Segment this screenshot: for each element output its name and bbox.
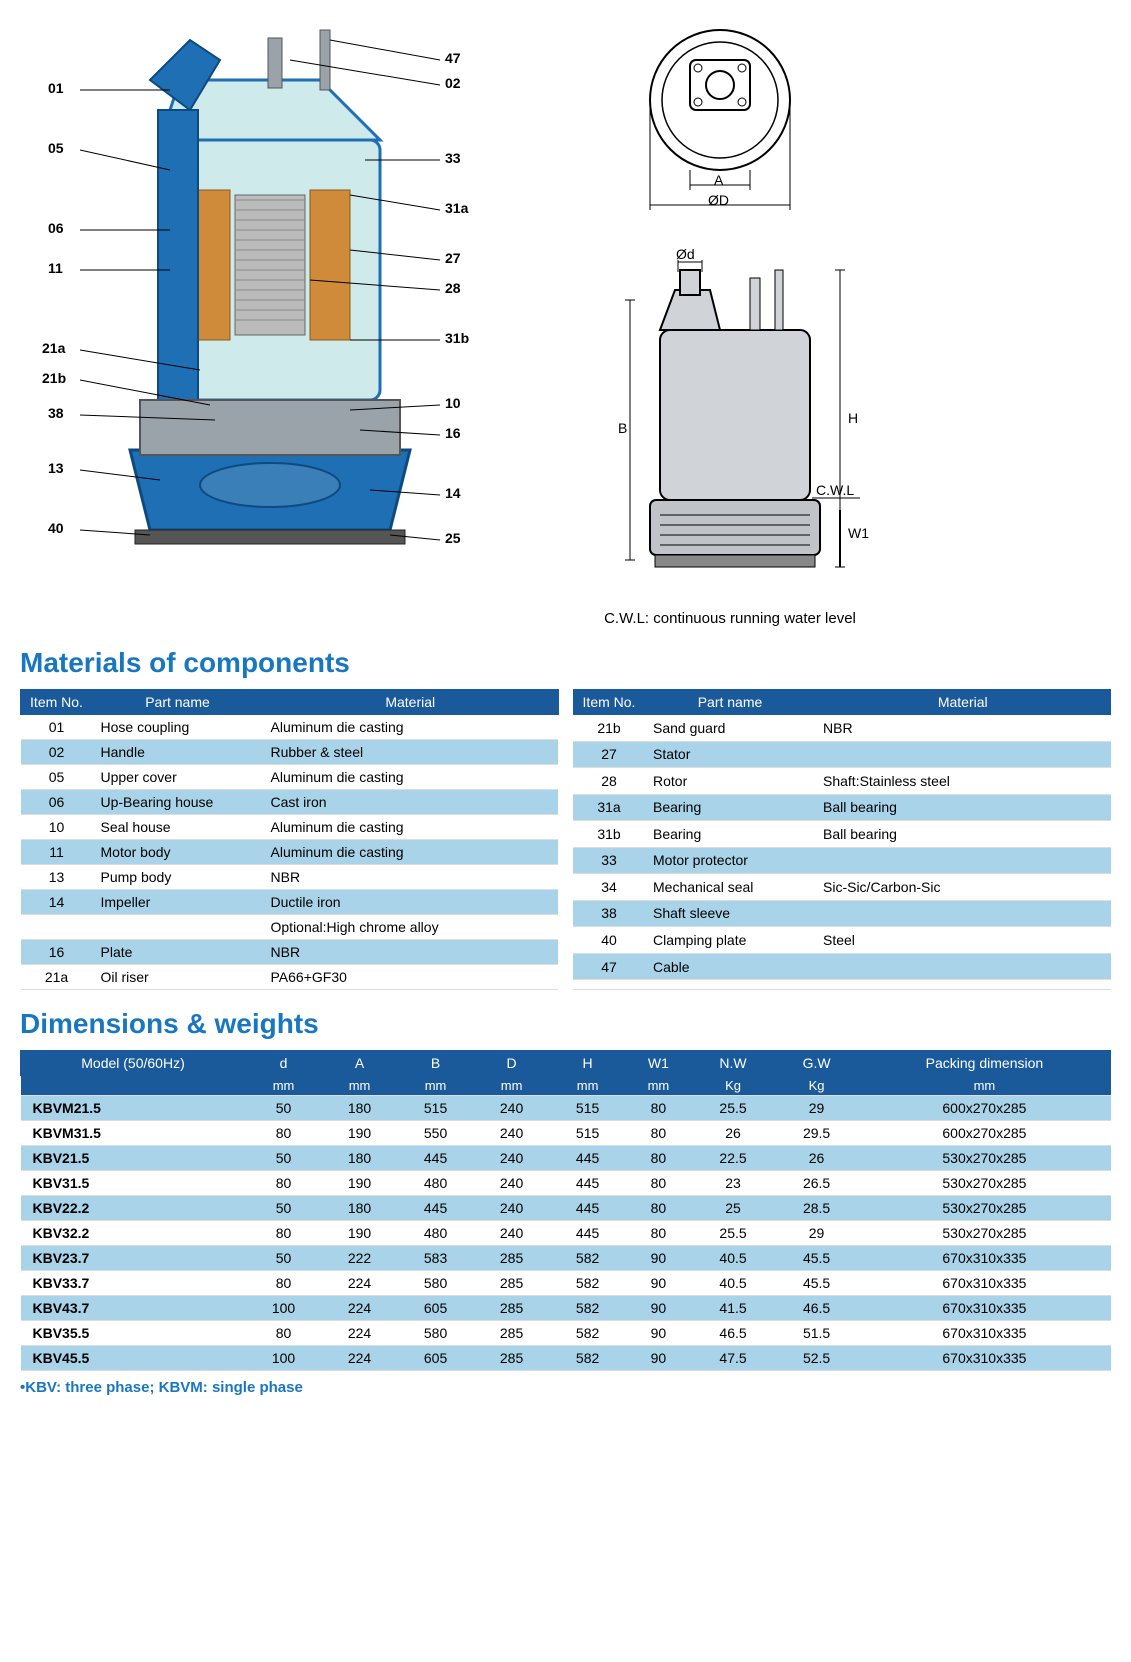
callout-13: 13 — [48, 460, 64, 476]
table-row: KBV22.250180445240445802528.5530x270x285 — [21, 1196, 1111, 1221]
table-row: 14ImpellerDuctile iron — [21, 890, 559, 915]
callout-01: 01 — [48, 80, 64, 96]
cutaway-svg — [20, 20, 500, 580]
callout-11: 11 — [48, 260, 63, 276]
col-itemno: Item No. — [21, 690, 93, 715]
callout-10: 10 — [445, 395, 461, 411]
callout-47: 47 — [445, 50, 461, 66]
dimensions-heading: Dimensions & weights — [20, 1008, 1111, 1040]
materials-table-left: Item No. Part name Material 01Hose coupl… — [20, 689, 559, 990]
dimensional-drawings: A ØD — [540, 20, 920, 627]
dim-OD: ØD — [708, 192, 729, 208]
table-row: 11Motor bodyAluminum die casting — [21, 840, 559, 865]
table-row: KBV32.2801904802404458025.529530x270x285 — [21, 1221, 1111, 1246]
top-view-drawing: A ØD — [610, 20, 850, 220]
table-row: 16PlateNBR — [21, 940, 559, 965]
table-row: 27Stator — [573, 741, 1111, 768]
table-row: 31bBearingBall bearing — [573, 821, 1111, 848]
table-row: 40Clamping plateSteel — [573, 927, 1111, 954]
callout-31b: 31b — [445, 330, 469, 346]
callout-25: 25 — [445, 530, 461, 546]
table-row: 21bSand guardNBR — [573, 715, 1111, 742]
callout-16: 16 — [445, 425, 461, 441]
table-row: 10Seal houseAluminum die casting — [21, 815, 559, 840]
table-row: 34Mechanical sealSic-Sic/Carbon-Sic — [573, 874, 1111, 901]
dim-H: H — [848, 410, 858, 426]
table-row: 21aOil riserPA66+GF30 — [21, 965, 559, 990]
callout-31a: 31a — [445, 200, 468, 216]
callout-21a: 21a — [42, 340, 65, 356]
materials-heading: Materials of components — [20, 647, 1111, 679]
table-row: 28RotorShaft:Stainless steel — [573, 768, 1111, 795]
table-row: KBV35.5802245802855829046.551.5670x310x3… — [21, 1321, 1111, 1346]
phase-note: •KBV: three phase; KBVM: single phase — [20, 1379, 1111, 1396]
table-row: KBV43.71002246052855829041.546.5670x310x… — [21, 1296, 1111, 1321]
dim-od: Ød — [676, 246, 695, 262]
cwl-note: C.W.L: continuous running water level — [540, 610, 920, 627]
side-view-drawing: B H W1 C.W.L Ød — [580, 260, 880, 600]
table-row: 31aBearingBall bearing — [573, 794, 1111, 821]
table-row: KBVM31.580190550240515802629.5600x270x28… — [21, 1121, 1111, 1146]
col-material: Material — [263, 690, 559, 715]
table-row: KBV31.580190480240445802326.5530x270x285 — [21, 1171, 1111, 1196]
dim-W1: W1 — [848, 525, 869, 541]
materials-tables: Item No. Part name Material 01Hose coupl… — [20, 689, 1111, 990]
dim-B: B — [618, 420, 627, 436]
dimensions-table: Model (50/60Hz)dABDHW1N.WG.WPacking dime… — [20, 1050, 1111, 1371]
dim-A: A — [714, 172, 723, 188]
table-row: 02HandleRubber & steel — [21, 740, 559, 765]
callout-38: 38 — [48, 405, 64, 421]
materials-table-right: Item No. Part name Material 21bSand guar… — [573, 689, 1112, 990]
callout-06: 06 — [48, 220, 64, 236]
table-row — [573, 980, 1111, 990]
table-row: KBV45.51002246052855829047.552.5670x310x… — [21, 1346, 1111, 1371]
table-row: 38Shaft sleeve — [573, 900, 1111, 927]
callout-27: 27 — [445, 250, 461, 266]
col-partname: Part name — [645, 690, 815, 715]
pump-cutaway-diagram: 01 05 06 11 21a 21b 38 13 40 47 02 33 31… — [20, 20, 500, 580]
callout-05: 05 — [48, 140, 64, 156]
table-row: KBVM21.5501805152405158025.529600x270x28… — [21, 1096, 1111, 1121]
col-itemno: Item No. — [573, 690, 645, 715]
table-row: 47Cable — [573, 953, 1111, 980]
dim-CWL: C.W.L — [816, 482, 854, 498]
callout-33: 33 — [445, 150, 461, 166]
table-row: 33Motor protector — [573, 847, 1111, 874]
table-row: 05Upper coverAluminum die casting — [21, 765, 559, 790]
table-row: 13Pump bodyNBR — [21, 865, 559, 890]
top-diagram-section: 01 05 06 11 21a 21b 38 13 40 47 02 33 31… — [20, 20, 1111, 627]
table-row: 01Hose couplingAluminum die casting — [21, 715, 559, 740]
callout-28: 28 — [445, 280, 461, 296]
table-row: 06Up-Bearing houseCast iron — [21, 790, 559, 815]
table-row: KBV23.7502225832855829040.545.5670x310x3… — [21, 1246, 1111, 1271]
callout-40: 40 — [48, 520, 64, 536]
callout-02: 02 — [445, 75, 461, 91]
table-row: KBV21.5501804452404458022.526530x270x285 — [21, 1146, 1111, 1171]
table-row: KBV33.7802245802855829040.545.5670x310x3… — [21, 1271, 1111, 1296]
callout-21b: 21b — [42, 370, 66, 386]
col-material: Material — [815, 690, 1111, 715]
col-partname: Part name — [93, 690, 263, 715]
callout-14: 14 — [445, 485, 461, 501]
table-row: Optional:High chrome alloy — [21, 915, 559, 940]
